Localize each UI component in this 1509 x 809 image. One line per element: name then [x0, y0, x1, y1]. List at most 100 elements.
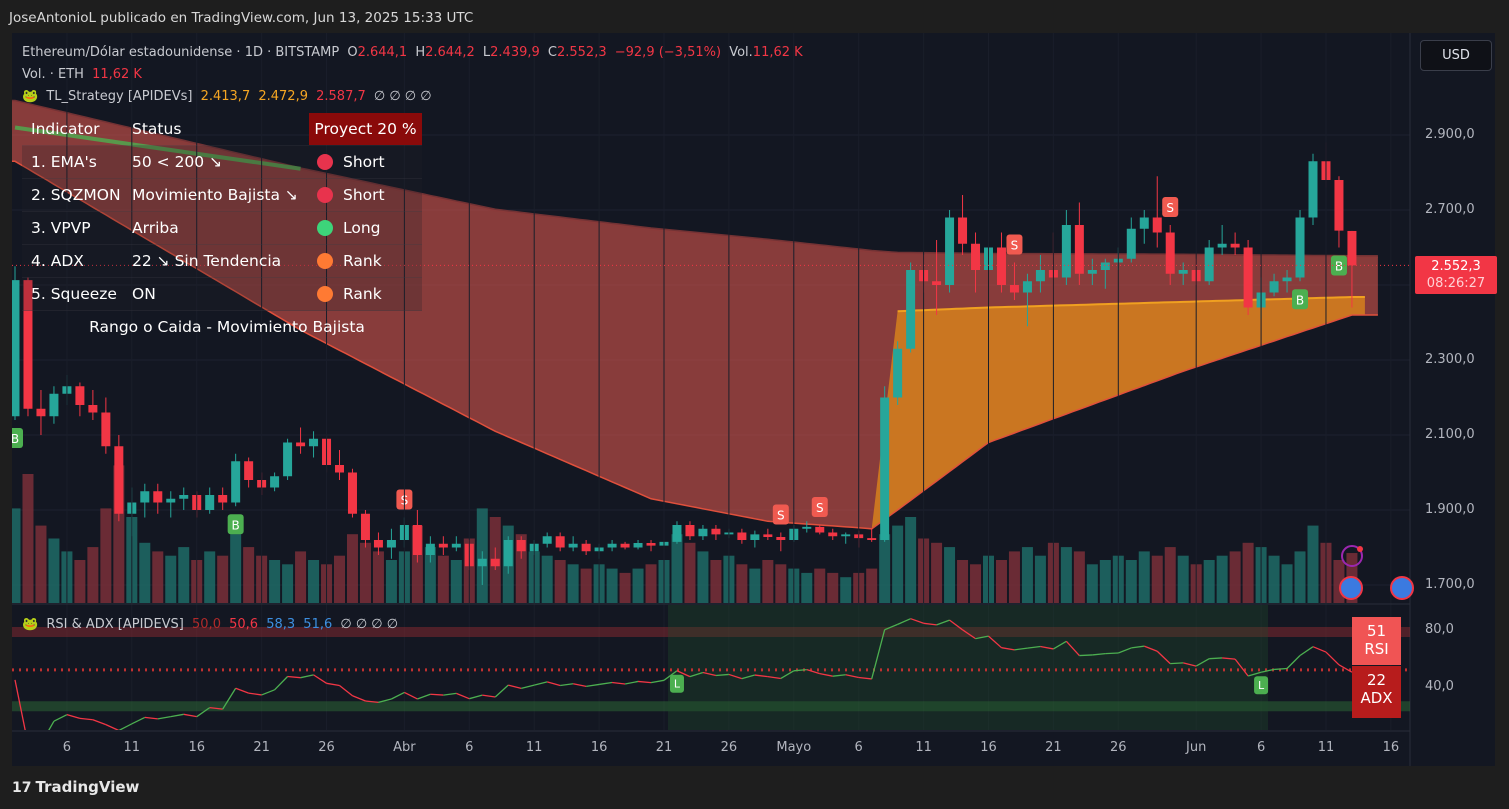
volume-bar	[1151, 555, 1163, 603]
volume-bar	[346, 534, 358, 603]
rsi-line-segment	[1286, 655, 1301, 669]
row-indicator: 4. ADX	[31, 252, 84, 270]
volume-bar	[1034, 555, 1046, 603]
candle-body	[555, 536, 565, 548]
rsi-line-segment	[118, 723, 133, 730]
volume-bar	[204, 551, 216, 603]
rsi-line-segment	[1338, 664, 1353, 673]
volume-bar	[1060, 547, 1072, 603]
signal-badge	[811, 497, 828, 517]
currency-button[interactable]: USD	[1420, 40, 1492, 71]
candle-body	[166, 498, 176, 503]
buy-signal: B	[12, 428, 23, 448]
volume-bar	[1008, 551, 1020, 603]
volume-bar	[165, 555, 177, 603]
sell-signal: S	[772, 504, 789, 525]
candle-body	[477, 558, 487, 567]
candle-body	[23, 280, 33, 409]
rsi-label: RSI	[1364, 640, 1389, 658]
signal-dot-icon	[317, 286, 333, 302]
volume-bar	[580, 568, 592, 603]
rsi-line-segment	[391, 691, 405, 700]
volume-bar	[775, 564, 787, 603]
rsi-line-segment	[819, 672, 833, 677]
strategy-value: 2.587,7	[316, 89, 366, 104]
rsi-line-segment	[1170, 662, 1184, 665]
volume-bar	[230, 534, 242, 603]
signal-label: Short	[343, 186, 385, 204]
row-status: Arriba	[132, 219, 179, 237]
volume-bar	[632, 568, 644, 603]
candle-body	[12, 280, 20, 417]
adx-current: 22	[1366, 671, 1387, 689]
rsi-line-segment	[547, 681, 561, 687]
strategy-value: 2.472,9	[258, 89, 308, 104]
volume-bar	[87, 547, 99, 603]
volume-bar	[334, 555, 345, 603]
candle-body	[776, 537, 786, 540]
rsi-line-segment	[157, 715, 171, 720]
rsi-adx-legend[interactable]: 🐸 RSI & ADX [APIDEVS] 50,0 50,6 58,3 51,…	[22, 617, 402, 632]
volume-legend[interactable]: Vol. · ETH 11,62 K	[22, 67, 146, 82]
signal-badge	[1330, 255, 1347, 276]
rsi-line-segment	[1260, 668, 1275, 673]
rsi-line-segment	[845, 674, 859, 679]
signal-dot-icon	[317, 253, 333, 269]
rsi-line-segment	[1001, 647, 1015, 651]
volume-bar	[1268, 555, 1280, 603]
rsi-line-segment	[754, 674, 768, 678]
volume-bar	[879, 534, 891, 603]
row-status: ON	[132, 285, 156, 303]
table-row: 1. EMA's 50 < 200 ↘ Short	[22, 146, 422, 179]
signal-text: S	[816, 501, 824, 515]
strategy-legend[interactable]: 🐸 TL_Strategy [APIDEVs] 2.413,7 2.472,9 …	[22, 89, 436, 104]
volume-bar	[619, 572, 631, 603]
rsi-line-segment	[884, 623, 898, 631]
signal-text: S	[1166, 201, 1174, 215]
rsi-line-segment	[1247, 671, 1262, 677]
volume-bar	[970, 564, 982, 603]
volume-bar	[243, 547, 255, 603]
time-axis-tick: 26	[318, 740, 335, 755]
adx-value: 51,6	[303, 617, 333, 632]
row-signal: Rank	[309, 278, 422, 310]
volume-bar	[749, 568, 761, 603]
signal-dot-icon	[317, 187, 333, 203]
rsi-line-segment	[858, 676, 872, 680]
candle-body	[1165, 232, 1175, 274]
time-axis-tick: 26	[1110, 740, 1127, 755]
rsi-line-segment	[910, 618, 924, 624]
table-header: Indicator Status Proyect 20 %	[22, 113, 422, 146]
candle-body	[88, 405, 98, 413]
volume-bar	[866, 568, 878, 603]
candle-body	[75, 386, 85, 405]
row-indicator: 2. SQZMON	[31, 186, 121, 204]
volume-bar	[411, 525, 423, 603]
volume-bar	[424, 547, 436, 603]
candle-body	[737, 532, 747, 540]
rsi-line-segment	[1325, 651, 1340, 666]
time-axis-tick: 21	[655, 740, 673, 755]
rsi-line-segment	[222, 687, 237, 710]
volume-bar	[113, 465, 125, 603]
rsi-line-segment	[599, 681, 613, 686]
rsi-line-segment	[1040, 645, 1054, 650]
candle-body	[672, 525, 682, 542]
rsi-line-segment	[521, 684, 535, 689]
row-status: 50 < 200 ↘	[132, 153, 223, 171]
candle-body	[270, 476, 280, 488]
volume-bar	[995, 560, 1007, 603]
candle-body	[607, 543, 617, 548]
sell-signal: S	[1006, 234, 1023, 255]
volume-bar	[450, 560, 462, 603]
rsi-line-segment	[534, 681, 548, 686]
rsi-line-segment	[508, 684, 522, 689]
candle-body	[1269, 281, 1279, 293]
volume-bar	[359, 542, 371, 603]
candle-body	[218, 495, 228, 503]
time-axis-tick: 21	[1045, 740, 1062, 755]
tradingview-logo[interactable]: 17 TradingView	[12, 778, 139, 796]
candle-body	[425, 543, 435, 555]
rsi-line-segment	[1092, 653, 1106, 656]
